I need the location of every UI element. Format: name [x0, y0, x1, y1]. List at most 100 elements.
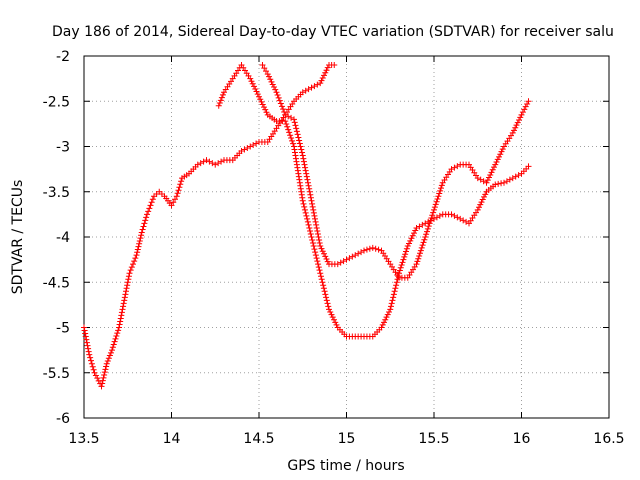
- data-point-track-b: [288, 135, 295, 142]
- data-point-track-c: [369, 244, 376, 251]
- data-point-track-b: [306, 224, 313, 231]
- data-point-track-c: [324, 258, 331, 265]
- data-point-track-a: [122, 291, 129, 298]
- data-point-track-b: [492, 181, 499, 188]
- data-point-track-a: [145, 208, 152, 215]
- data-point-track-a: [311, 83, 318, 90]
- data-point-track-c: [308, 197, 315, 204]
- data-point-track-c: [492, 161, 499, 168]
- data-point-track-b: [304, 218, 311, 225]
- data-point-track-c: [263, 68, 269, 75]
- data-point-track-a: [138, 229, 145, 236]
- data-point-track-b: [482, 191, 489, 198]
- data-point-track-c: [300, 155, 307, 162]
- data-point-track-b: [308, 234, 315, 240]
- data-point-track-b: [378, 324, 385, 331]
- data-point-track-c: [346, 255, 353, 262]
- data-point-track-b: [332, 319, 339, 326]
- data-point-track-b: [448, 211, 455, 218]
- data-point-track-b: [315, 264, 322, 271]
- data-point-track-a: [142, 217, 149, 224]
- data-point-track-a: [124, 279, 131, 286]
- data-point-track-c: [421, 236, 428, 243]
- data-point-track-a: [125, 276, 132, 283]
- data-point-track-b: [256, 93, 262, 100]
- x-tick-label: 15: [338, 431, 356, 447]
- grid: [84, 56, 609, 418]
- data-point-track-b: [509, 175, 516, 182]
- data-point-track-c: [301, 161, 308, 168]
- data-point-track-c: [426, 220, 433, 227]
- data-point-track-b: [404, 243, 411, 250]
- data-point-track-c: [375, 246, 382, 253]
- data-point-track-b: [503, 178, 510, 185]
- data-point-track-b: [324, 300, 331, 307]
- data-point-track-b: [263, 109, 270, 116]
- data-point-track-a: [109, 347, 115, 354]
- data-point-track-c: [414, 258, 421, 265]
- data-point-track-a: [110, 341, 117, 348]
- data-point-track-b: [474, 206, 481, 213]
- data-point-track-c: [496, 153, 502, 160]
- data-point-track-a: [134, 249, 141, 256]
- data-point-track-c: [454, 163, 461, 170]
- data-point-track-a: [132, 255, 139, 262]
- data-point-track-b: [409, 232, 416, 239]
- data-point-track-c: [293, 128, 300, 135]
- data-point-track-c: [317, 243, 324, 250]
- data-point-track-c: [316, 237, 323, 244]
- data-point-track-a: [88, 360, 95, 367]
- data-point-track-b: [301, 206, 308, 213]
- data-point-track-c: [272, 86, 279, 93]
- data-point-track-a: [140, 223, 147, 230]
- data-point-track-b: [379, 321, 386, 328]
- data-point-track-c: [491, 164, 497, 171]
- data-point-track-b: [403, 248, 409, 255]
- data-point-track-b: [329, 314, 336, 321]
- data-point-track-a: [323, 67, 330, 74]
- data-point-track-c: [293, 125, 300, 132]
- data-point-track-b: [451, 212, 458, 219]
- data-point-track-c: [274, 92, 281, 99]
- data-point-track-b: [321, 288, 328, 295]
- data-point-track-a: [175, 187, 182, 194]
- data-point-track-a: [118, 309, 125, 316]
- data-point-track-b: [400, 256, 407, 263]
- data-point-track-c: [321, 250, 327, 257]
- data-point-track-b: [479, 196, 486, 203]
- data-point-track-a: [115, 327, 122, 334]
- data-point-track-c: [271, 84, 277, 91]
- data-point-track-a: [98, 383, 105, 390]
- data-point-track-a: [87, 354, 94, 361]
- data-point-track-b: [381, 319, 387, 326]
- data-point-track-a: [253, 140, 260, 147]
- data-point-track-a: [174, 190, 181, 197]
- data-point-track-b: [515, 172, 522, 179]
- data-point-track-c: [488, 169, 495, 176]
- data-point-track-b: [391, 288, 398, 295]
- data-point-track-c: [300, 158, 307, 165]
- data-point-track-b: [331, 316, 337, 323]
- data-point-track-a: [203, 157, 210, 164]
- data-point-track-c: [310, 206, 317, 213]
- data-point-track-a: [99, 380, 106, 387]
- data-point-track-c: [416, 253, 423, 260]
- data-point-track-a: [125, 273, 132, 280]
- data-point-track-c: [307, 194, 314, 201]
- data-point-track-b: [390, 294, 397, 301]
- data-point-track-c: [511, 127, 517, 134]
- y-tick-label: -3.5: [43, 185, 70, 201]
- data-point-track-c: [312, 218, 319, 225]
- data-point-track-c: [314, 227, 321, 234]
- data-point-track-c: [486, 174, 492, 181]
- data-point-track-a: [88, 357, 94, 364]
- data-point-track-c: [355, 250, 362, 257]
- data-point-track-a: [123, 288, 129, 295]
- data-point-track-a: [136, 237, 143, 244]
- data-point-track-a: [101, 369, 108, 376]
- data-point-track-a: [322, 69, 329, 76]
- data-point-track-b: [495, 180, 502, 187]
- data-point-track-b: [284, 123, 291, 130]
- data-point-track-a: [81, 324, 87, 331]
- data-point-track-a: [113, 332, 120, 339]
